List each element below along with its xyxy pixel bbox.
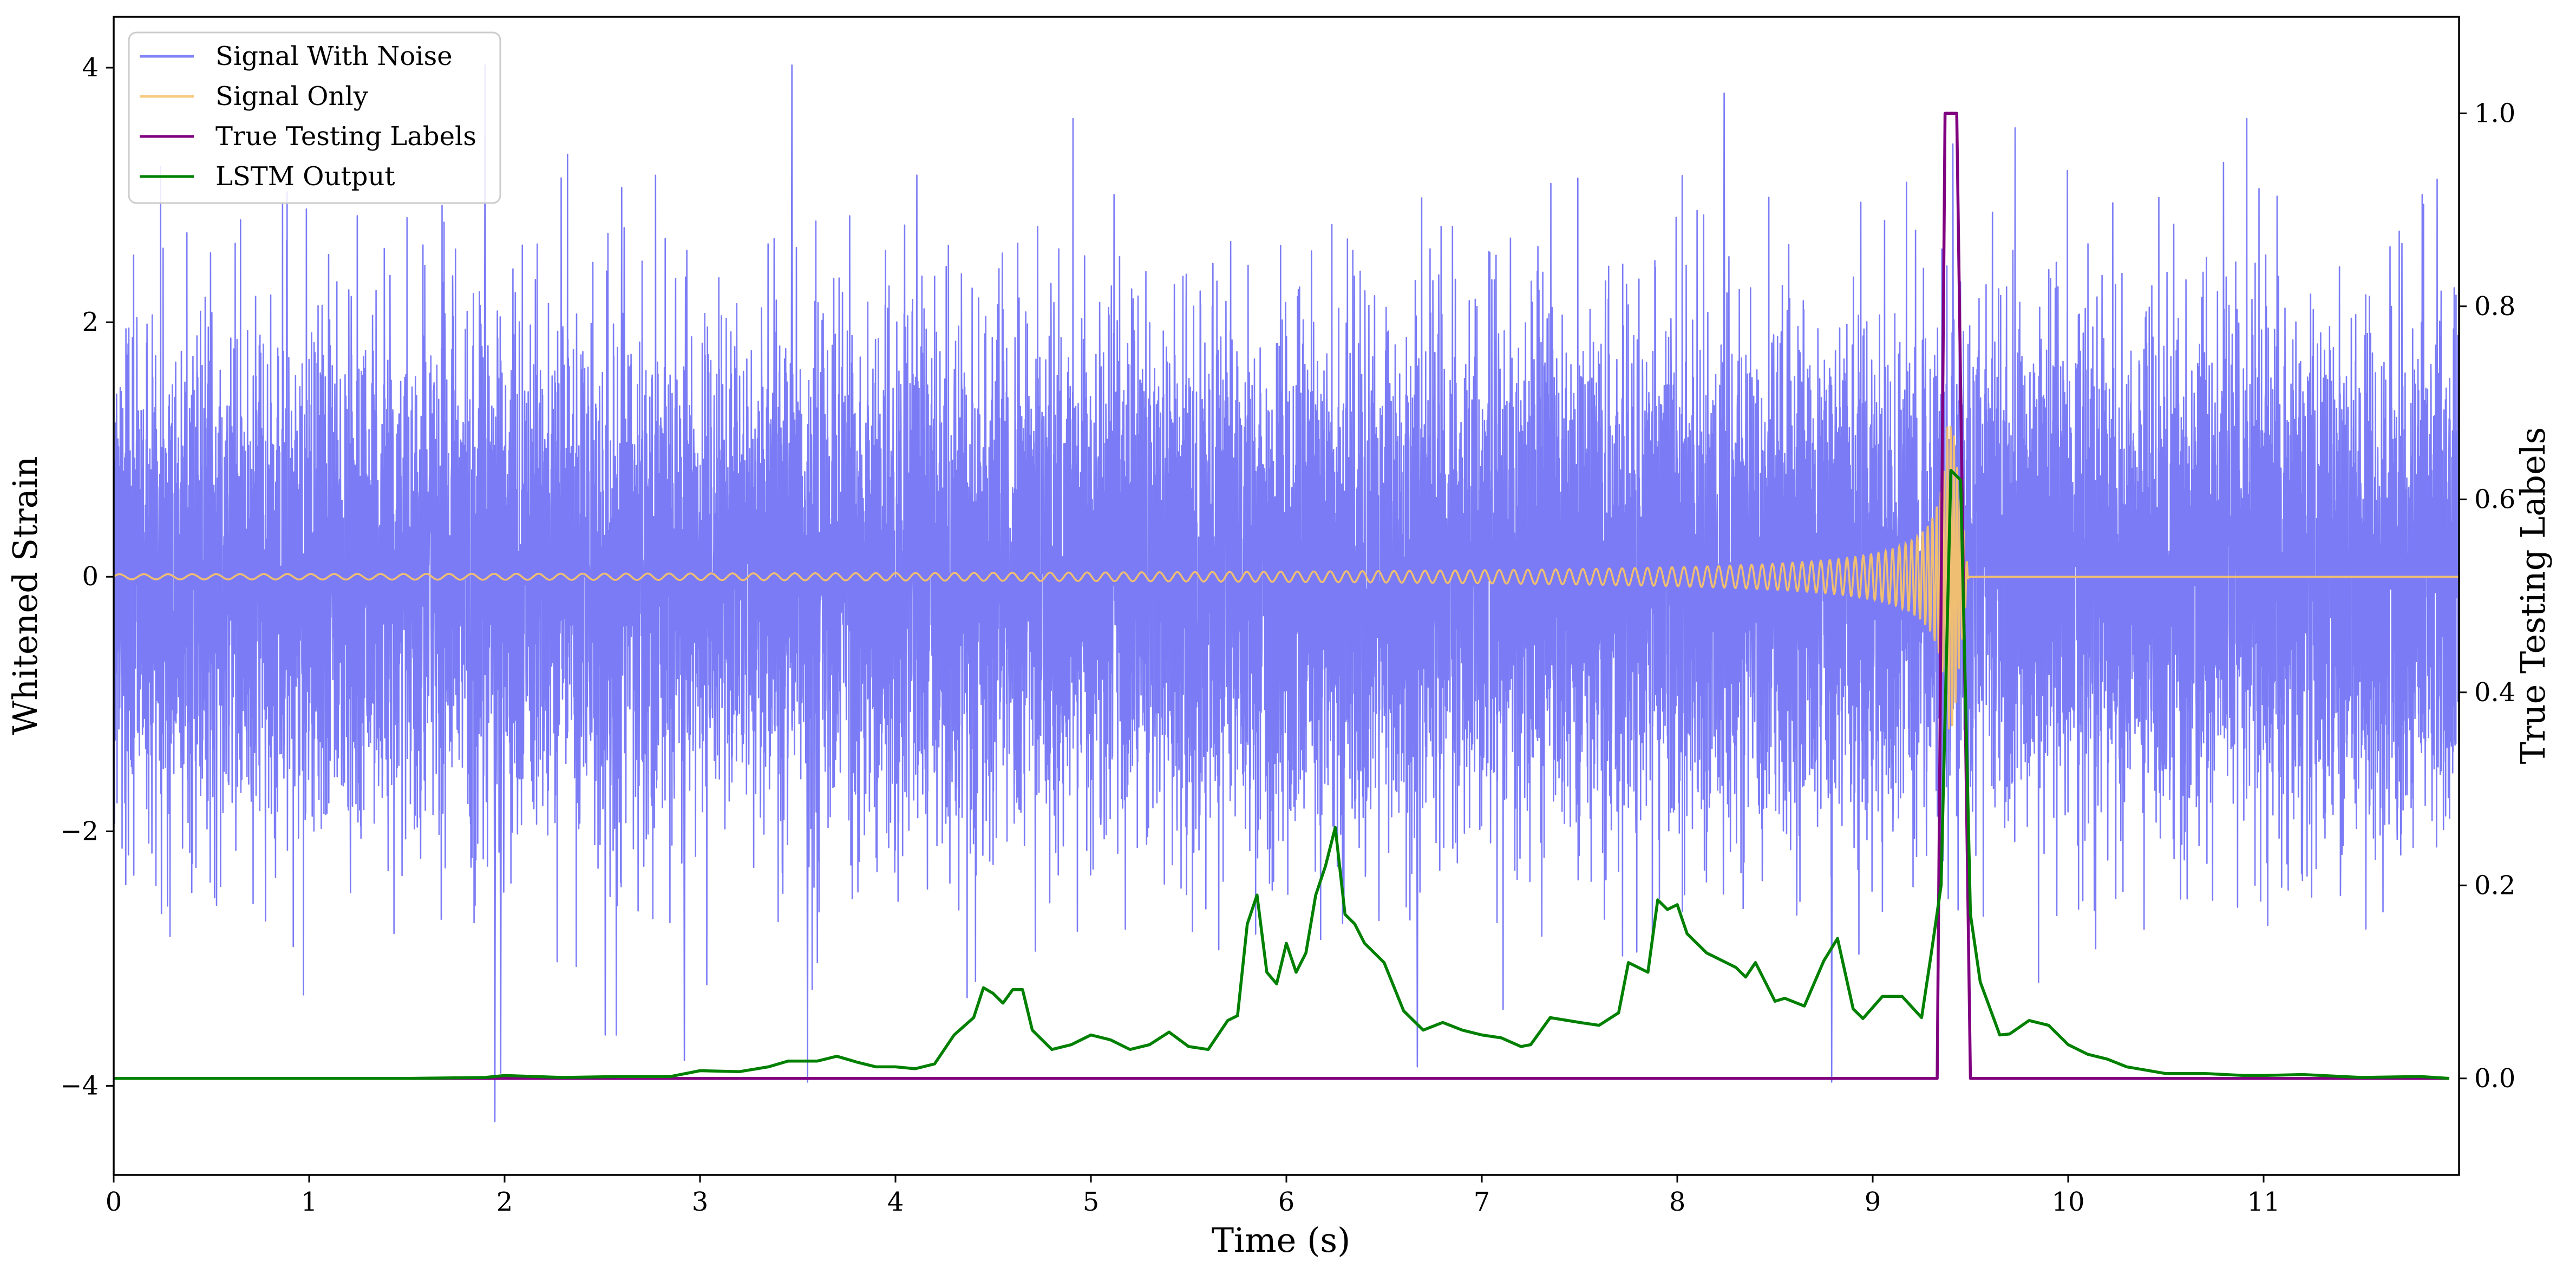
legend-label-true-testing-labels: True Testing Labels bbox=[215, 121, 476, 152]
plot-area bbox=[114, 64, 2459, 1122]
x-tick-label: 0 bbox=[106, 1187, 122, 1217]
y-right-tick-label: 0.8 bbox=[2474, 291, 2515, 322]
y-left-tick-label: −2 bbox=[60, 816, 99, 846]
x-axis-label: Time (s) bbox=[1212, 1220, 1351, 1260]
legend-label-lstm-output: LSTM Output bbox=[215, 161, 395, 192]
series-true-testing-labels bbox=[114, 112, 2449, 1080]
y-right-tick-label: 0.4 bbox=[2474, 677, 2515, 708]
x-tick-label: 6 bbox=[1278, 1187, 1295, 1217]
legend-box bbox=[128, 31, 501, 204]
x-tick-label: 8 bbox=[1669, 1187, 1686, 1217]
series-lstm-output bbox=[114, 469, 2450, 1080]
y-left-tick-label: −4 bbox=[60, 1070, 99, 1101]
y-right-tick-label: 0.2 bbox=[2474, 870, 2515, 900]
y-left-tick-label: 4 bbox=[82, 53, 99, 83]
x-tick-label: 10 bbox=[2051, 1187, 2084, 1217]
y-right-tick-label: 0.6 bbox=[2474, 484, 2515, 514]
y-axis-left-label: Whitened Strain bbox=[5, 456, 45, 735]
y-axis-left: −4 −2 0 2 4 bbox=[60, 53, 114, 1101]
legend-label-signal-only: Signal Only bbox=[215, 81, 368, 112]
x-axis: 0 1 2 3 4 5 6 7 8 9 10 11 bbox=[106, 1175, 2280, 1217]
x-tick-label: 1 bbox=[301, 1187, 318, 1217]
y-axis-right: 0.0 0.2 0.4 0.6 0.8 1.0 bbox=[2459, 98, 2515, 1094]
y-left-tick-label: 0 bbox=[82, 561, 99, 592]
x-tick-label: 11 bbox=[2247, 1187, 2280, 1217]
y-right-tick-label: 0.0 bbox=[2474, 1063, 2515, 1094]
y-axis-right-label: True Testing Labels bbox=[2513, 427, 2553, 765]
series-signal-only bbox=[114, 426, 2459, 730]
x-tick-label: 2 bbox=[496, 1187, 513, 1217]
x-tick-label: 4 bbox=[887, 1187, 904, 1217]
x-tick-label: 9 bbox=[1865, 1187, 1881, 1217]
legend: Signal With Noise Signal Only True Testi… bbox=[128, 31, 501, 204]
legend-label-signal-with-noise: Signal With Noise bbox=[215, 41, 453, 71]
y-right-tick-label: 1.0 bbox=[2474, 98, 2515, 128]
y-left-tick-label: 2 bbox=[82, 307, 99, 337]
x-tick-label: 3 bbox=[692, 1187, 709, 1217]
x-tick-label: 7 bbox=[1474, 1187, 1490, 1217]
x-tick-label: 5 bbox=[1083, 1187, 1100, 1217]
